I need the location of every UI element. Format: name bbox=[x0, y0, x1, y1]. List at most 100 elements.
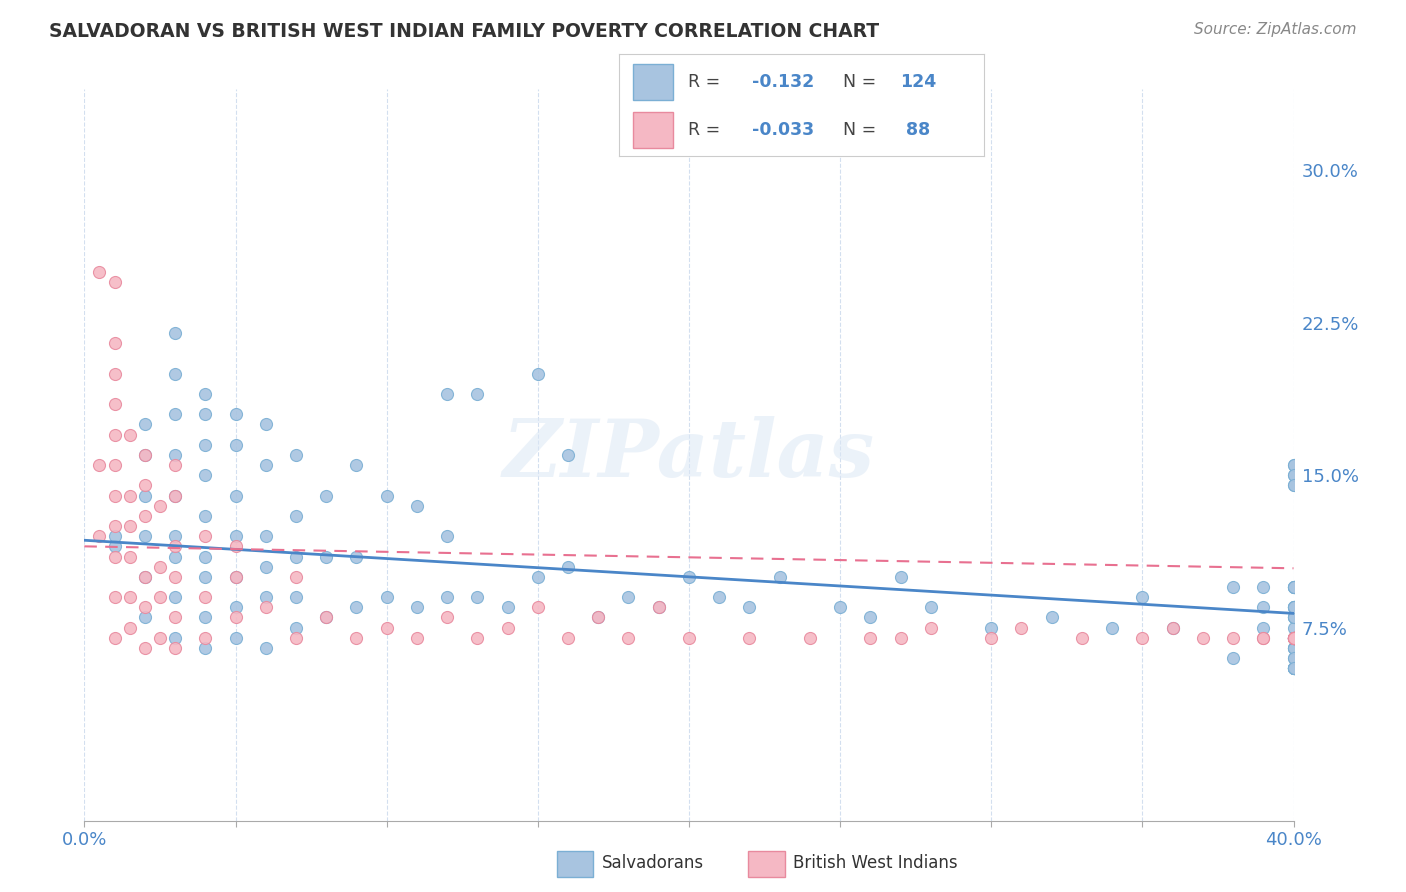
Text: Salvadorans: Salvadorans bbox=[602, 854, 704, 872]
Point bbox=[104, 336, 127, 351]
Point bbox=[1253, 621, 1275, 635]
Point bbox=[315, 610, 337, 624]
Point bbox=[165, 631, 187, 645]
Point bbox=[285, 570, 308, 584]
Point bbox=[1282, 600, 1305, 615]
Point bbox=[467, 631, 489, 645]
Point bbox=[134, 610, 156, 624]
Point bbox=[1282, 580, 1305, 594]
Point bbox=[118, 489, 141, 503]
Text: -0.033: -0.033 bbox=[752, 121, 814, 139]
Point bbox=[678, 570, 700, 584]
Point bbox=[1282, 661, 1305, 675]
Point bbox=[194, 387, 217, 401]
Point bbox=[1130, 631, 1153, 645]
Point bbox=[1282, 600, 1305, 615]
Text: R =: R = bbox=[688, 121, 725, 139]
Point bbox=[165, 590, 187, 604]
Point bbox=[436, 590, 458, 604]
Point bbox=[104, 427, 127, 442]
Point bbox=[375, 489, 398, 503]
Point bbox=[194, 570, 217, 584]
Point bbox=[104, 367, 127, 381]
Point bbox=[1282, 631, 1305, 645]
Point bbox=[194, 468, 217, 483]
Point bbox=[254, 559, 277, 574]
Point bbox=[104, 539, 127, 553]
Point bbox=[254, 640, 277, 655]
Point bbox=[194, 640, 217, 655]
Point bbox=[1222, 580, 1244, 594]
Point bbox=[1282, 631, 1305, 645]
Point bbox=[1253, 580, 1275, 594]
Point bbox=[104, 590, 127, 604]
Point bbox=[1130, 590, 1153, 604]
Point bbox=[165, 489, 187, 503]
Point bbox=[134, 508, 156, 523]
Point bbox=[588, 610, 610, 624]
Point bbox=[134, 448, 156, 462]
Point bbox=[346, 631, 368, 645]
Point bbox=[406, 631, 429, 645]
Point bbox=[1282, 600, 1305, 615]
Point bbox=[1282, 661, 1305, 675]
Point bbox=[375, 590, 398, 604]
Point bbox=[1161, 621, 1184, 635]
Point bbox=[375, 621, 398, 635]
Point bbox=[118, 519, 141, 533]
Point bbox=[165, 570, 187, 584]
Text: N =: N = bbox=[844, 121, 882, 139]
Point bbox=[165, 367, 187, 381]
Point bbox=[104, 458, 127, 472]
Point bbox=[1161, 621, 1184, 635]
Point bbox=[254, 600, 277, 615]
Point bbox=[920, 621, 942, 635]
Point bbox=[165, 640, 187, 655]
Point bbox=[254, 417, 277, 432]
Point bbox=[104, 489, 127, 503]
Point bbox=[1253, 631, 1275, 645]
Point bbox=[1282, 640, 1305, 655]
Text: -0.132: -0.132 bbox=[752, 73, 814, 91]
Point bbox=[1282, 631, 1305, 645]
Point bbox=[165, 326, 187, 340]
Point bbox=[1282, 478, 1305, 492]
Point bbox=[194, 438, 217, 452]
Point bbox=[194, 610, 217, 624]
Point bbox=[1282, 631, 1305, 645]
Point bbox=[980, 631, 1002, 645]
Point bbox=[406, 600, 429, 615]
Point bbox=[1282, 610, 1305, 624]
Point bbox=[1282, 661, 1305, 675]
Point bbox=[1282, 631, 1305, 645]
Point bbox=[648, 600, 671, 615]
Point bbox=[1282, 478, 1305, 492]
FancyBboxPatch shape bbox=[633, 112, 673, 148]
Point bbox=[830, 600, 852, 615]
Point bbox=[104, 519, 127, 533]
FancyBboxPatch shape bbox=[557, 851, 593, 877]
Point bbox=[799, 631, 821, 645]
Point bbox=[149, 631, 172, 645]
Point bbox=[1282, 631, 1305, 645]
Point bbox=[165, 539, 187, 553]
Point bbox=[1282, 621, 1305, 635]
Point bbox=[149, 590, 172, 604]
Point bbox=[89, 265, 111, 279]
Point bbox=[118, 590, 141, 604]
Point bbox=[1282, 631, 1305, 645]
Point bbox=[104, 549, 127, 564]
Point bbox=[1282, 580, 1305, 594]
Point bbox=[118, 621, 141, 635]
Point bbox=[225, 489, 247, 503]
Point bbox=[315, 549, 337, 564]
Point bbox=[254, 590, 277, 604]
Text: ZIPatlas: ZIPatlas bbox=[503, 417, 875, 493]
Point bbox=[527, 367, 550, 381]
Point bbox=[1282, 640, 1305, 655]
Point bbox=[617, 590, 640, 604]
Point bbox=[1282, 631, 1305, 645]
Point bbox=[165, 529, 187, 543]
Point bbox=[890, 570, 912, 584]
Point bbox=[104, 631, 127, 645]
